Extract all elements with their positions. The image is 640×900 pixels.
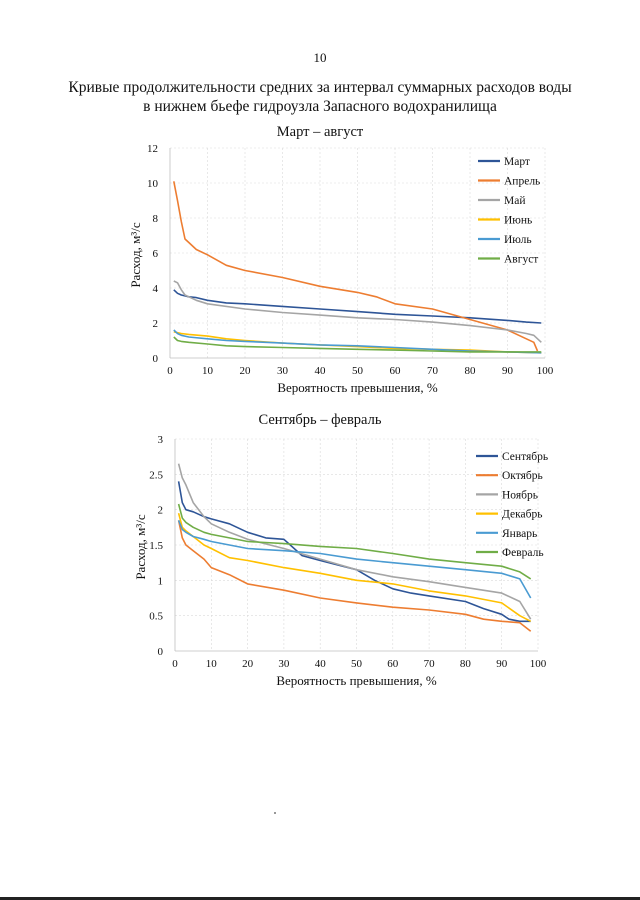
y-axis-title: Расход, м³/с — [128, 222, 143, 288]
x-tick-label: 60 — [390, 365, 402, 377]
series-line-Июль — [173, 329, 542, 354]
y-tick-label: 0 — [158, 646, 164, 658]
x-tick-label: 20 — [242, 658, 254, 670]
x-tick-label: 90 — [496, 658, 508, 670]
y-tick-label: 0 — [153, 353, 159, 365]
y-tick-label: 2.5 — [149, 469, 163, 481]
x-tick-label: 80 — [465, 365, 477, 377]
legend-label: Август — [504, 254, 538, 266]
y-tick-label: 6 — [153, 248, 159, 260]
legend-label: Февраль — [502, 547, 544, 559]
legend-label: Май — [504, 195, 525, 207]
chart-1-title: Март – август — [276, 124, 364, 140]
y-tick-label: 12 — [147, 143, 158, 155]
series-line-Август — [173, 336, 542, 353]
legend-label: Январь — [502, 528, 537, 540]
y-tick-label: 10 — [147, 178, 159, 190]
legend-label: Март — [504, 156, 530, 168]
x-tick-label: 10 — [206, 658, 218, 670]
y-tick-label: 4 — [153, 283, 159, 295]
series-line-Декабрь — [177, 512, 532, 623]
y-axis-title: Расход, м³/с — [133, 514, 148, 580]
x-tick-label: 0 — [167, 365, 173, 377]
y-tick-label: 0.5 — [149, 611, 163, 623]
legend-label: Апрель — [504, 176, 540, 188]
x-tick-label: 100 — [530, 658, 547, 670]
series-line-Май — [173, 280, 542, 343]
page-number: 10 — [313, 50, 327, 65]
x-tick-label: 50 — [352, 365, 364, 377]
x-axis-title: Вероятность превышения, % — [276, 673, 437, 688]
legend-label: Декабрь — [502, 509, 542, 521]
legend-label: Ноябрь — [502, 489, 538, 501]
y-tick-label: 2 — [153, 318, 159, 330]
x-tick-label: 40 — [315, 365, 327, 377]
y-tick-label: 3 — [158, 434, 164, 446]
y-tick-label: 1 — [158, 575, 164, 587]
series-line-Март — [173, 289, 542, 324]
x-tick-label: 50 — [351, 658, 363, 670]
document-title: Кривые продолжительности средних за инте… — [60, 78, 580, 116]
chart-2-september-february: 0 10 20 30 40 50 60 70 80 90 100 0 0.5 1 1.5 2 2.5 3 Вероя… — [133, 434, 548, 688]
x-tick-label: 70 — [427, 365, 439, 377]
scan-speck — [274, 812, 276, 814]
y-tick-label: 2 — [158, 505, 164, 517]
scan-edge — [0, 897, 640, 900]
x-tick-label: 0 — [172, 658, 178, 670]
legend-label: Сентябрь — [502, 451, 548, 463]
title-line-2: в нижнем бьефе гидроузла Запасного водох… — [143, 98, 497, 115]
x-axis-title: Вероятность превышения, % — [277, 380, 438, 395]
x-tick-label: 10 — [202, 365, 214, 377]
x-tick-label: 70 — [424, 658, 436, 670]
x-tick-label: 20 — [240, 365, 252, 377]
series-line-Апрель — [173, 181, 539, 352]
x-tick-label: 100 — [537, 365, 554, 377]
legend-label: Октябрь — [502, 470, 543, 482]
y-tick-label: 1.5 — [149, 540, 163, 552]
series-line-Ноябрь — [177, 463, 532, 620]
series-line-Февраль — [177, 503, 532, 580]
series-line-Сентябрь — [177, 481, 531, 623]
y-tick-label: 8 — [153, 213, 159, 225]
series-line-Октябрь — [177, 520, 532, 632]
x-tick-label: 60 — [387, 658, 399, 670]
chart-2-title: Сентябрь – февраль — [258, 412, 382, 428]
series-line-Январь — [177, 520, 532, 599]
x-tick-label: 80 — [460, 658, 472, 670]
x-tick-label: 30 — [277, 365, 289, 377]
legend-label: Июль — [504, 234, 532, 246]
x-tick-label: 30 — [278, 658, 290, 670]
title-line-1: Кривые продолжительности средних за инте… — [68, 79, 572, 96]
x-tick-label: 90 — [502, 365, 514, 377]
legend-label: Июнь — [504, 215, 532, 227]
chart-1-march-august: 0 10 20 30 40 50 60 70 80 90 100 0 2 4 6 8 10 12 Вероятнос… — [128, 143, 554, 395]
x-tick-label: 40 — [315, 658, 327, 670]
